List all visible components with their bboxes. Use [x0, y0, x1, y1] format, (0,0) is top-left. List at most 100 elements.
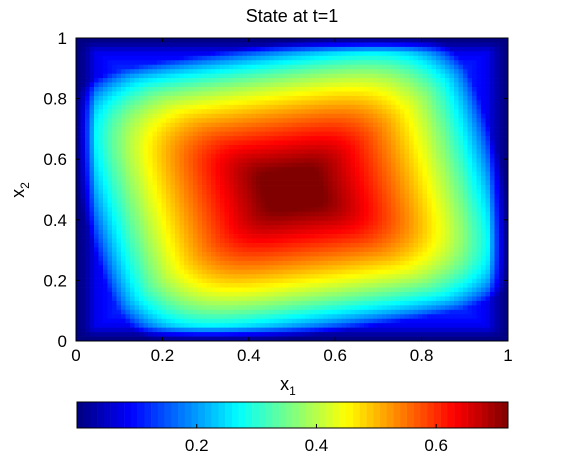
heatmap-cell — [346, 251, 351, 257]
heatmap-cell — [125, 216, 131, 222]
heatmap-cell — [184, 153, 189, 159]
heatmap-cell — [490, 238, 495, 244]
heatmap-cell — [485, 162, 491, 168]
heatmap-cell — [224, 158, 230, 164]
heatmap-cell — [454, 118, 459, 124]
heatmap-cell — [386, 55, 392, 61]
heatmap-cell — [107, 158, 113, 164]
heatmap-cell — [188, 234, 194, 239]
heatmap-cell — [440, 242, 446, 248]
heatmap-cell — [260, 153, 266, 159]
heatmap-cell — [467, 167, 473, 173]
heatmap-cell — [494, 180, 500, 186]
heatmap-cell — [328, 136, 333, 141]
heatmap-cell — [305, 42, 311, 48]
heatmap-cell — [382, 202, 387, 208]
heatmap-cell — [265, 171, 270, 177]
heatmap-cell — [238, 69, 243, 74]
heatmap-cell — [103, 180, 108, 186]
heatmap-cell — [202, 216, 207, 222]
heatmap-cell — [256, 176, 261, 181]
heatmap-cell — [440, 78, 446, 83]
heatmap-cell — [175, 78, 180, 83]
heatmap-cell — [319, 127, 324, 132]
heatmap-cell — [107, 140, 113, 146]
heatmap-cell — [152, 211, 158, 217]
heatmap-cell — [418, 60, 423, 66]
heatmap-cell — [445, 167, 450, 173]
heatmap-cell — [152, 162, 158, 168]
heatmap-cell — [458, 55, 464, 61]
heatmap-cell — [454, 171, 459, 177]
heatmap-cell — [355, 87, 360, 92]
heatmap-cell — [287, 189, 293, 195]
heatmap-cell — [265, 42, 270, 48]
heatmap-cell — [323, 140, 329, 146]
heatmap-cell — [283, 265, 288, 271]
heatmap-cell — [409, 234, 414, 239]
heatmap-cell — [179, 118, 185, 124]
heatmap-cell — [202, 185, 207, 190]
heatmap-cell — [143, 144, 149, 150]
heatmap-cell — [328, 95, 333, 101]
heatmap-cell — [427, 189, 432, 195]
heatmap-cell — [233, 78, 239, 83]
heatmap-cell — [328, 256, 333, 262]
heatmap-cell — [157, 136, 162, 141]
heatmap-cell — [377, 167, 383, 173]
heatmap-cell — [503, 225, 509, 230]
heatmap-cell — [427, 55, 432, 61]
heatmap-cell — [341, 38, 347, 43]
heatmap-cell — [103, 211, 108, 217]
heatmap-cell — [260, 162, 266, 168]
heatmap-cell — [418, 260, 423, 266]
heatmap-cell — [404, 42, 410, 48]
heatmap-cell — [301, 234, 306, 239]
heatmap-cell — [463, 60, 468, 66]
heatmap-cell — [404, 202, 410, 208]
heatmap-cell — [454, 207, 459, 213]
heatmap-cell — [251, 38, 257, 43]
heatmap-cell — [121, 78, 126, 83]
heatmap-cell — [503, 256, 509, 262]
heatmap-cells — [76, 38, 509, 342]
heatmap-cell — [463, 153, 468, 159]
heatmap-cell — [278, 185, 284, 190]
heatmap-cell — [107, 247, 113, 253]
heatmap-cell — [278, 144, 284, 150]
heatmap-cell — [161, 38, 167, 43]
heatmap-cell — [472, 122, 477, 128]
heatmap-cell — [256, 60, 261, 66]
heatmap-cell — [445, 185, 450, 190]
heatmap-cell — [116, 229, 122, 235]
heatmap-cell — [89, 207, 95, 213]
heatmap-cell — [80, 260, 86, 266]
heatmap-cell — [148, 122, 153, 128]
heatmap-cell — [409, 238, 414, 244]
heatmap-cell — [350, 171, 356, 177]
heatmap-cell — [395, 260, 401, 266]
heatmap-cell — [274, 118, 279, 124]
heatmap-cell — [197, 158, 203, 164]
heatmap-cell — [391, 198, 396, 204]
heatmap-cell — [368, 109, 374, 115]
heatmap-cell — [143, 122, 149, 128]
heatmap-cell — [256, 87, 261, 92]
heatmap-cell — [260, 78, 266, 83]
heatmap-cell — [467, 234, 473, 239]
heatmap-cell — [341, 167, 347, 173]
heatmap-cell — [148, 144, 153, 150]
heatmap-cell — [296, 136, 302, 141]
heatmap-cell — [499, 234, 504, 239]
heatmap-cell — [485, 136, 491, 141]
heatmap-cell — [148, 211, 153, 217]
heatmap-cell — [152, 104, 158, 110]
heatmap-cell — [485, 256, 491, 262]
heatmap-cell — [166, 136, 171, 141]
heatmap-cell — [206, 69, 212, 74]
heatmap-cell — [247, 78, 252, 83]
heatmap-cell — [143, 247, 149, 253]
heatmap-cell — [229, 113, 234, 119]
heatmap-cell — [260, 82, 266, 88]
heatmap-cell — [341, 193, 347, 199]
